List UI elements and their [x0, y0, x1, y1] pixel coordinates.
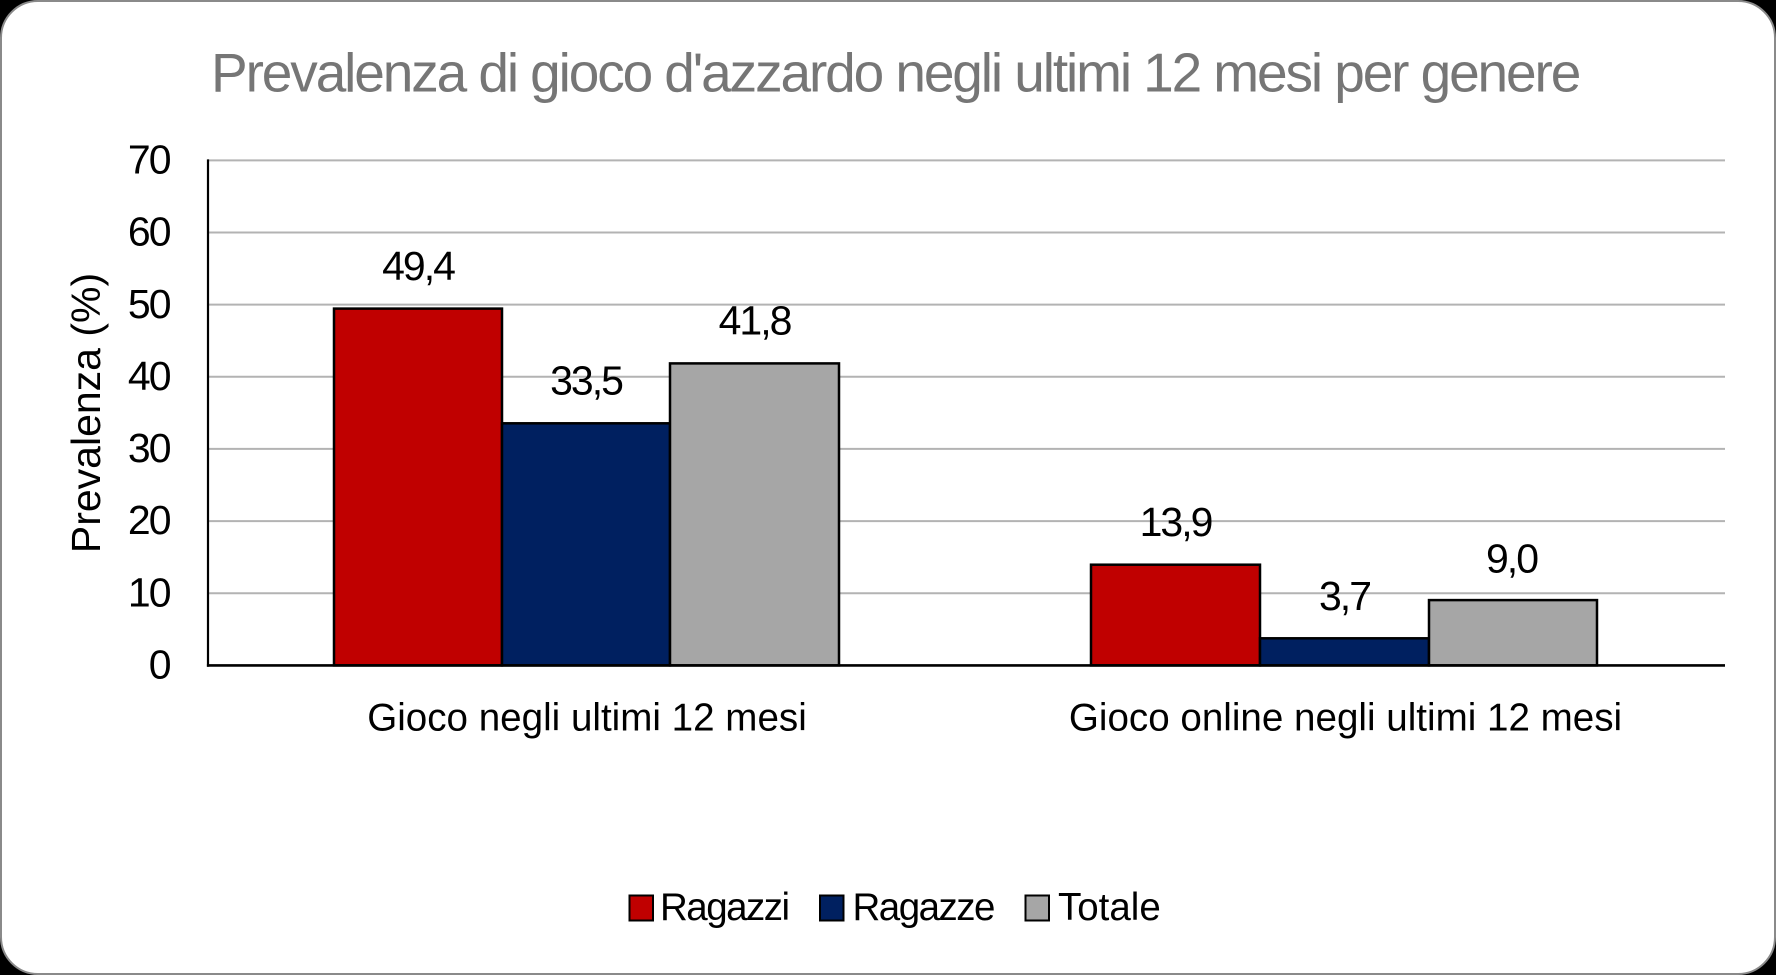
svg-text:10: 10	[128, 569, 171, 615]
svg-text:50: 50	[128, 281, 171, 327]
svg-text:0: 0	[149, 642, 171, 688]
svg-text:Ragazzi: Ragazzi	[660, 886, 789, 929]
svg-text:Ragazze: Ragazze	[853, 886, 995, 929]
svg-text:13,9: 13,9	[1140, 499, 1212, 545]
svg-text:41,8: 41,8	[719, 298, 792, 344]
svg-text:Prevalenza (%): Prevalenza (%)	[63, 273, 109, 553]
svg-text:Gioco online negli ultimi 12 m: Gioco online negli ultimi 12 mesi	[1069, 697, 1622, 740]
svg-text:Gioco negli ultimi 12 mesi: Gioco negli ultimi 12 mesi	[367, 697, 807, 740]
svg-text:9,0: 9,0	[1486, 536, 1538, 582]
svg-text:3,7: 3,7	[1319, 573, 1370, 619]
svg-text:Totale: Totale	[1058, 886, 1161, 929]
svg-text:Prevalenza di gioco d'azzardo: Prevalenza di gioco d'azzardo negli ulti…	[211, 42, 1580, 104]
svg-text:40: 40	[128, 353, 171, 399]
svg-text:49,4: 49,4	[382, 243, 455, 289]
svg-text:70: 70	[128, 137, 171, 183]
svg-text:33,5: 33,5	[550, 358, 623, 404]
svg-text:30: 30	[128, 425, 171, 471]
svg-text:60: 60	[128, 209, 171, 255]
svg-text:20: 20	[128, 497, 171, 543]
